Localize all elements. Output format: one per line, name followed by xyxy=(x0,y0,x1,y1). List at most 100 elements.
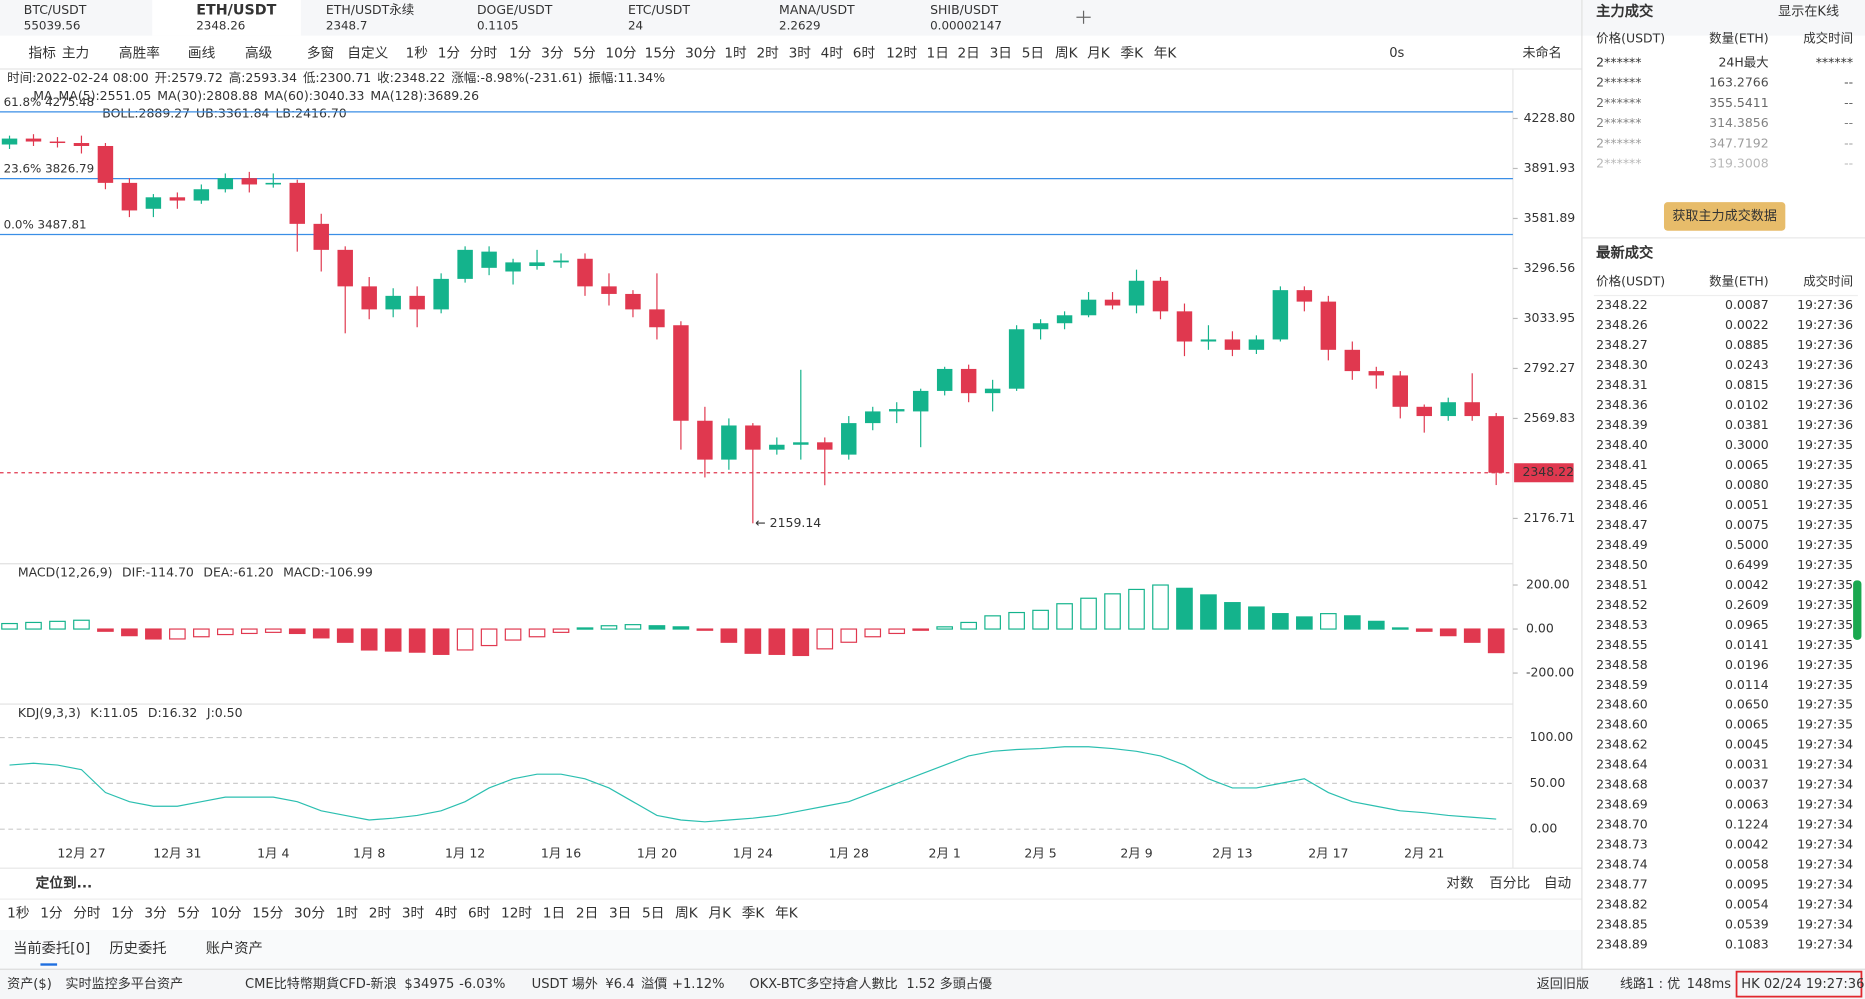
trade-cell: 0.0063 xyxy=(1725,797,1769,812)
status-item[interactable]: 实时监控多平台资产 xyxy=(65,975,183,992)
interval[interactable]: 12时 xyxy=(501,905,532,921)
tab-price[interactable]: 2.2629 xyxy=(779,19,821,33)
toolbar-item[interactable]: 10分 xyxy=(605,46,636,62)
interval[interactable]: 1日 xyxy=(543,905,565,921)
interval[interactable]: 1时 xyxy=(336,905,359,921)
axis-mode[interactable]: 自动 xyxy=(1544,876,1571,892)
trade-cell: 0.1083 xyxy=(1725,937,1769,952)
toolbar-item[interactable]: 2日 xyxy=(957,46,979,62)
layout-name[interactable]: 未命名 xyxy=(1522,44,1561,61)
tab-symbol[interactable]: MANA/USDT xyxy=(779,2,855,17)
toolbar-item[interactable]: 分时 xyxy=(470,46,498,62)
interval[interactable]: 1分 xyxy=(111,905,134,921)
tab-symbol[interactable]: BTC/USDT xyxy=(24,2,87,17)
trade-cell: 0.0539 xyxy=(1725,917,1769,932)
axis-mode[interactable]: 百分比 xyxy=(1489,876,1530,892)
toolbar-item[interactable]: 1分 xyxy=(509,46,532,62)
interval[interactable]: 月K xyxy=(708,905,732,921)
tab-symbol[interactable]: ETH/USDT永续 xyxy=(326,2,414,17)
toolbar-item[interactable]: 主力 xyxy=(62,46,89,62)
order-tab[interactable]: 当前委托[0] xyxy=(13,940,90,957)
toolbar-item[interactable]: 多窗 xyxy=(307,45,334,62)
interval[interactable]: 1分 xyxy=(40,905,63,921)
toolbar-item[interactable]: 3日 xyxy=(990,46,1012,62)
kdj-line xyxy=(9,746,1497,823)
tab-price[interactable]: 24 xyxy=(628,19,643,33)
button-label[interactable]: 获取主力成交数据 xyxy=(1672,207,1777,224)
macd-bar xyxy=(936,626,954,630)
tab-price[interactable]: 55039.56 xyxy=(24,19,81,33)
axis-mode[interactable]: 对数 xyxy=(1446,876,1474,892)
toolbar-item[interactable]: 2时 xyxy=(756,46,779,62)
interval[interactable]: 10分 xyxy=(210,905,241,921)
candle-body xyxy=(649,309,665,328)
tab-symbol[interactable]: DOGE/USDT xyxy=(477,2,553,17)
x-tick-label: 1月 12 xyxy=(445,845,485,860)
interval[interactable]: 分时 xyxy=(73,905,101,921)
tab-symbol[interactable]: ETH/USDT xyxy=(196,3,276,19)
toolbar-item[interactable]: 1分 xyxy=(438,46,461,62)
tab-symbol[interactable]: ETC/USDT xyxy=(628,2,690,17)
trade-cell: 2348.51 xyxy=(1596,577,1648,592)
x-tick-label: 12月 27 xyxy=(57,845,105,860)
toolbar-item[interactable]: 6时 xyxy=(853,46,876,62)
order-tab[interactable]: 历史委托 xyxy=(109,940,166,957)
macd-bar xyxy=(1224,602,1241,630)
toolbar-item[interactable]: 1秒 xyxy=(406,46,429,62)
interval[interactable]: 1秒 xyxy=(7,905,30,921)
toolbar-item[interactable]: 4时 xyxy=(821,46,844,62)
active-tab[interactable] xyxy=(152,0,301,36)
toolbar-item[interactable]: 12时 xyxy=(886,46,917,62)
interval[interactable]: 4时 xyxy=(435,905,458,921)
toolbar-item[interactable]: 自定义 xyxy=(347,46,388,62)
interval[interactable]: 3时 xyxy=(402,905,425,921)
interval[interactable]: 5日 xyxy=(642,905,664,921)
toggle[interactable]: 显示在K线 xyxy=(1778,3,1839,19)
interval[interactable]: 15分 xyxy=(252,905,283,921)
interval[interactable]: 2时 xyxy=(369,905,392,921)
status-item[interactable]: 返回旧版 xyxy=(1537,976,1589,992)
fetch-button[interactable] xyxy=(1663,202,1786,231)
tab-price[interactable]: 2348.7 xyxy=(326,19,368,33)
clock-box xyxy=(1735,970,1863,998)
toolbar-item[interactable]: 画线 xyxy=(188,46,216,62)
interval[interactable]: 30分 xyxy=(294,905,325,921)
tab-price[interactable]: 0.00002147 xyxy=(930,19,1002,33)
interval[interactable]: 周K xyxy=(675,905,699,921)
macd-bar xyxy=(744,628,762,654)
refresh-interval[interactable]: 0s xyxy=(1389,46,1404,61)
y-tick-label: 2792.27 xyxy=(1524,360,1576,375)
interval[interactable]: 5分 xyxy=(177,905,200,921)
interval[interactable]: 6时 xyxy=(468,905,491,921)
toolbar-item[interactable]: 1日 xyxy=(927,46,949,62)
candle-body xyxy=(1392,375,1409,407)
toolbar-item[interactable]: 15分 xyxy=(645,46,676,62)
interval[interactable]: 3日 xyxy=(609,905,631,921)
x-tick-label: 2月 21 xyxy=(1404,845,1444,860)
toolbar-item[interactable]: 3时 xyxy=(789,46,812,62)
toolbar-item[interactable]: 1时 xyxy=(724,46,747,62)
macd-bar xyxy=(696,628,714,631)
scrollbar[interactable] xyxy=(1853,580,1862,640)
toolbar-item[interactable]: 年K xyxy=(1154,46,1178,62)
toolbar-item[interactable]: 30分 xyxy=(685,46,716,62)
macd-bar xyxy=(1439,628,1457,637)
toolbar-item[interactable]: 3分 xyxy=(541,46,564,62)
interval[interactable]: 2日 xyxy=(576,905,598,921)
interval[interactable]: 年K xyxy=(775,905,799,921)
tab-price[interactable]: 2348.26 xyxy=(196,19,245,33)
toolbar-item[interactable]: 高级 xyxy=(245,45,273,62)
order-tab[interactable]: 账户资产 xyxy=(206,940,263,957)
tab-price[interactable]: 0.1105 xyxy=(477,19,519,33)
interval[interactable]: 季K xyxy=(742,905,766,921)
toolbar-item[interactable]: 指标 xyxy=(29,46,57,62)
toolbar-item[interactable]: 高胜率 xyxy=(119,45,160,62)
tab-symbol[interactable]: SHIB/USDT xyxy=(930,2,998,17)
interval[interactable]: 3分 xyxy=(144,905,167,921)
toolbar-item[interactable]: 5日 xyxy=(1022,46,1044,62)
toolbar-item[interactable]: 季K xyxy=(1120,46,1144,62)
toolbar-item[interactable]: 周K xyxy=(1055,46,1079,62)
toolbar-item[interactable]: 月K xyxy=(1087,46,1111,62)
locate-input[interactable]: 定位到... xyxy=(36,875,93,892)
toolbar-item[interactable]: 5分 xyxy=(573,46,596,62)
